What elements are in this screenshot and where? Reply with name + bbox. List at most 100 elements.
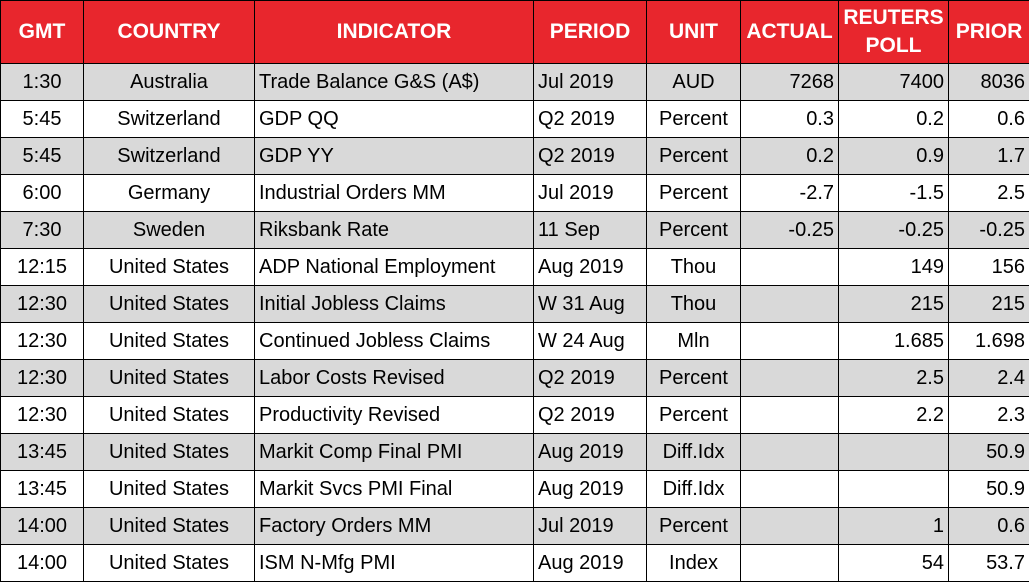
- table-cell: Riksbank Rate: [255, 212, 534, 249]
- table-cell: 2.5: [949, 175, 1029, 212]
- table-cell: Index: [647, 545, 741, 582]
- table-cell: 0.3: [741, 101, 839, 138]
- table-cell: ADP National Employment: [255, 249, 534, 286]
- table-cell: Thou: [647, 249, 741, 286]
- table-cell: Industrial Orders MM: [255, 175, 534, 212]
- table-cell: 12:15: [1, 249, 84, 286]
- table-cell: 7:30: [1, 212, 84, 249]
- table-cell: 1:30: [1, 64, 84, 101]
- table-cell: 11 Sep: [534, 212, 647, 249]
- table-cell: [839, 434, 949, 471]
- table-cell: Thou: [647, 286, 741, 323]
- table-cell: United States: [84, 286, 255, 323]
- table-cell: Aug 2019: [534, 471, 647, 508]
- header-cell: PRIOR: [949, 1, 1029, 64]
- table-cell: 53.7: [949, 545, 1029, 582]
- table-cell: -0.25: [949, 212, 1029, 249]
- table-cell: Switzerland: [84, 138, 255, 175]
- table-cell: 2.2: [839, 397, 949, 434]
- table-cell: Percent: [647, 360, 741, 397]
- header-cell: REUTERS POLL: [839, 1, 949, 64]
- table-cell: 0.2: [741, 138, 839, 175]
- table-cell: 5:45: [1, 138, 84, 175]
- table-cell: 215: [839, 286, 949, 323]
- table-cell: Mln: [647, 323, 741, 360]
- table-cell: GDP QQ: [255, 101, 534, 138]
- table-cell: Q2 2019: [534, 360, 647, 397]
- table-cell: 14:00: [1, 545, 84, 582]
- table-cell: Factory Orders MM: [255, 508, 534, 545]
- table-cell: -1.5: [839, 175, 949, 212]
- table-cell: 1.698: [949, 323, 1029, 360]
- table-cell: W 24 Aug: [534, 323, 647, 360]
- table-cell: Jul 2019: [534, 508, 647, 545]
- header-cell: ACTUAL: [741, 1, 839, 64]
- table-cell: Sweden: [84, 212, 255, 249]
- table-cell: Markit Comp Final PMI: [255, 434, 534, 471]
- table-cell: 13:45: [1, 434, 84, 471]
- table-cell: Percent: [647, 101, 741, 138]
- table-cell: Q2 2019: [534, 397, 647, 434]
- table-cell: Percent: [647, 397, 741, 434]
- table-cell: Percent: [647, 175, 741, 212]
- table-cell: [741, 286, 839, 323]
- table-cell: Diff.Idx: [647, 434, 741, 471]
- table-cell: 156: [949, 249, 1029, 286]
- table-cell: Labor Costs Revised: [255, 360, 534, 397]
- table-cell: 2.3: [949, 397, 1029, 434]
- table-cell: Percent: [647, 508, 741, 545]
- table-cell: Diff.Idx: [647, 471, 741, 508]
- table-cell: 12:30: [1, 360, 84, 397]
- table-cell: Trade Balance G&S (A$): [255, 64, 534, 101]
- table-cell: 7268: [741, 64, 839, 101]
- table-cell: 0.2: [839, 101, 949, 138]
- table-cell: United States: [84, 323, 255, 360]
- table-cell: Productivity Revised: [255, 397, 534, 434]
- table-cell: 5:45: [1, 101, 84, 138]
- table-cell: 0.6: [949, 101, 1029, 138]
- table-cell: 50.9: [949, 471, 1029, 508]
- table-cell: [839, 471, 949, 508]
- table-cell: [741, 397, 839, 434]
- table-cell: Continued Jobless Claims: [255, 323, 534, 360]
- table-cell: Aug 2019: [534, 434, 647, 471]
- table-cell: [741, 434, 839, 471]
- header-cell: PERIOD: [534, 1, 647, 64]
- header-cell: GMT: [1, 1, 84, 64]
- table-cell: Aug 2019: [534, 249, 647, 286]
- table-cell: United States: [84, 508, 255, 545]
- table-cell: Jul 2019: [534, 64, 647, 101]
- table-cell: 1.7: [949, 138, 1029, 175]
- table-cell: -0.25: [839, 212, 949, 249]
- table-cell: United States: [84, 249, 255, 286]
- table-cell: Australia: [84, 64, 255, 101]
- table-cell: United States: [84, 545, 255, 582]
- table-cell: 8036: [949, 64, 1029, 101]
- table-cell: Percent: [647, 138, 741, 175]
- table-cell: 1.685: [839, 323, 949, 360]
- table-cell: Q2 2019: [534, 138, 647, 175]
- table-cell: United States: [84, 360, 255, 397]
- table-cell: 7400: [839, 64, 949, 101]
- table-cell: [741, 471, 839, 508]
- table-cell: 6:00: [1, 175, 84, 212]
- table-cell: 1: [839, 508, 949, 545]
- table-cell: United States: [84, 434, 255, 471]
- table-cell: 13:45: [1, 471, 84, 508]
- table-cell: [741, 360, 839, 397]
- table-cell: 0.6: [949, 508, 1029, 545]
- header-cell: COUNTRY: [84, 1, 255, 64]
- table-cell: 12:30: [1, 323, 84, 360]
- table-cell: 2.5: [839, 360, 949, 397]
